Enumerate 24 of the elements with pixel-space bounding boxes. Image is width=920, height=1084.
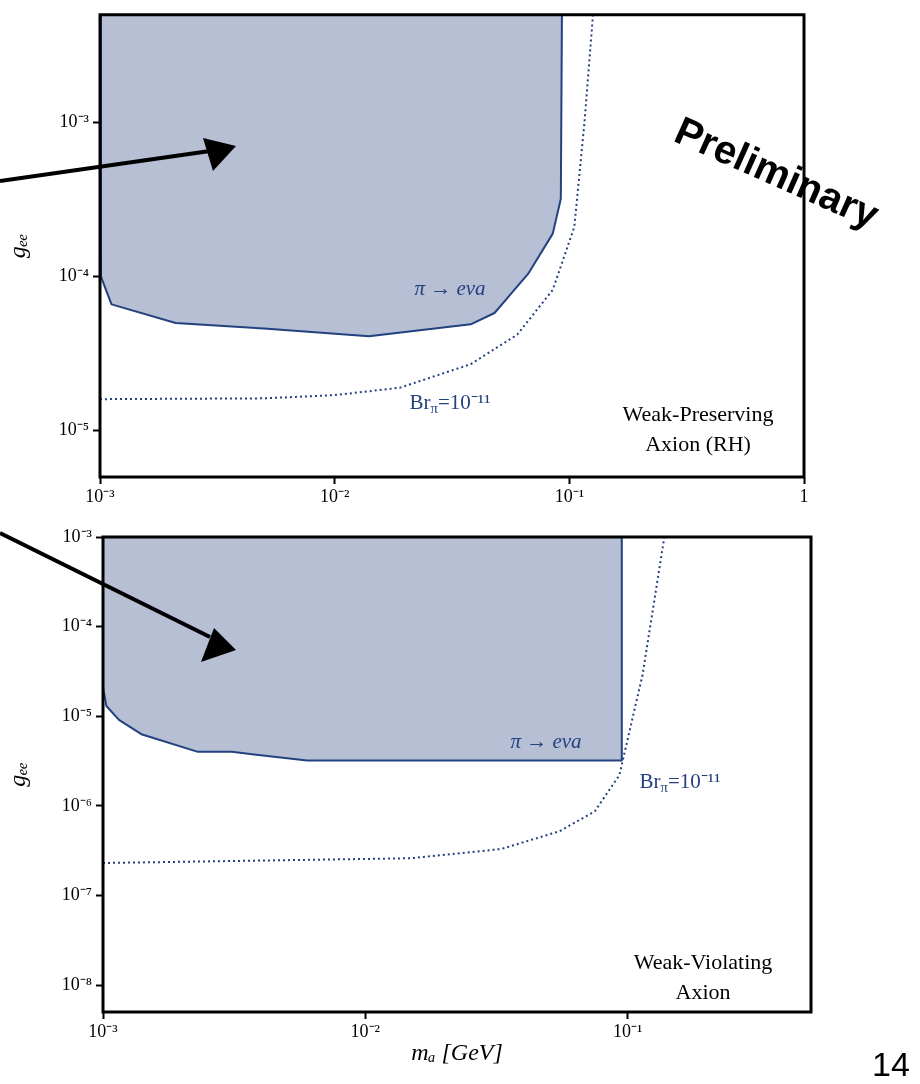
y-tick-label: 10⁻⁵ <box>58 419 89 440</box>
y-axis-title: gₑₑ <box>3 762 30 787</box>
x-tick-label: 10⁻¹ <box>612 1020 643 1041</box>
x-tick-label: 10⁻³ <box>85 485 116 506</box>
text: 14 <box>872 1045 910 1084</box>
annotation: Weak-Preserving Axion (RH) <box>622 400 774 456</box>
y-tick-label: 10⁻⁴ <box>61 615 92 636</box>
y-tick-label: 10⁻⁶ <box>61 794 92 815</box>
y-tick-label: 10⁻⁸ <box>61 973 92 994</box>
x-axis-title: mₐ [GeV] <box>411 1038 503 1065</box>
annotation: π → eνa <box>414 275 486 300</box>
y-tick-label: 10⁻⁵ <box>61 704 92 725</box>
x-tick-label: 10⁻² <box>350 1020 381 1041</box>
x-tick-label: 10⁻² <box>319 485 350 506</box>
annotation: π → eνa <box>510 728 582 753</box>
y-tick-label: 10⁻⁴ <box>58 265 89 286</box>
x-tick-label: 10⁻¹ <box>554 485 585 506</box>
x-tick-label: 10⁻³ <box>88 1020 119 1041</box>
y-axis-title: gₑₑ <box>3 233 30 259</box>
y-tick-label: 10⁻³ <box>62 525 93 546</box>
x-tick-label: 1 <box>799 485 809 506</box>
annotation: Weak-Violating Axion <box>633 948 773 1004</box>
y-tick-label: 10⁻⁷ <box>61 884 92 905</box>
y-tick-label: 10⁻³ <box>59 111 90 132</box>
